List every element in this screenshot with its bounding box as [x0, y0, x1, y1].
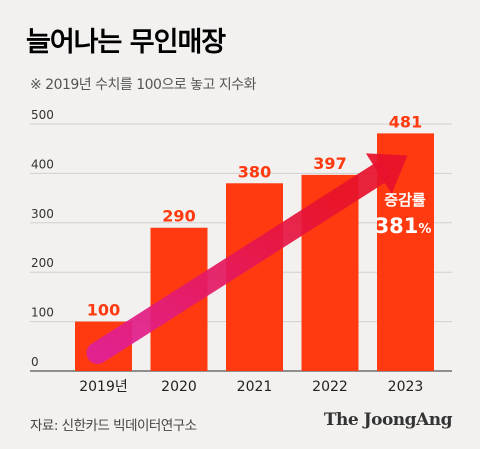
- y-tick-label: 400: [31, 157, 54, 171]
- bar-value-label: 397: [313, 154, 346, 173]
- y-tick-label: 200: [31, 256, 54, 270]
- labels: 0 100 200 300 400 500 100 2019년 290 2020 380 2021 39…: [31, 108, 423, 395]
- bar-value-label: 380: [238, 162, 271, 181]
- y-tick-label: 0: [31, 355, 39, 369]
- annotation-number: 381: [375, 214, 419, 238]
- annotation-label: 증감률: [384, 191, 426, 209]
- y-tick-label: 300: [31, 207, 54, 221]
- annotation-unit: %: [418, 222, 431, 237]
- y-tick-label: 100: [31, 306, 54, 320]
- chart-title: 늘어나는 무인매장: [26, 27, 226, 58]
- x-tick-label: 2020: [161, 379, 197, 395]
- x-tick-label: 2019년: [79, 379, 128, 395]
- y-tick-label: 500: [31, 108, 54, 122]
- arrow-head: [365, 153, 408, 194]
- annotation-value: 381%: [375, 214, 432, 238]
- x-tick-label: 2022: [312, 379, 348, 395]
- bar-value-label: 100: [87, 301, 120, 320]
- arrow-shaft: [86, 162, 390, 364]
- bar-value-label: 290: [162, 207, 195, 226]
- chart-subtitle: ※ 2019년 수치를 100으로 놓고 지수화: [30, 77, 257, 93]
- source-note: 자료: 신한카드 빅데이터연구소: [30, 418, 197, 434]
- trend-arrow: [86, 153, 408, 364]
- x-tick-label: 2023: [388, 379, 424, 395]
- bar-value-label: 481: [389, 112, 422, 131]
- x-tick-label: 2021: [237, 379, 273, 395]
- brand-logo: The JoongAng: [323, 410, 453, 430]
